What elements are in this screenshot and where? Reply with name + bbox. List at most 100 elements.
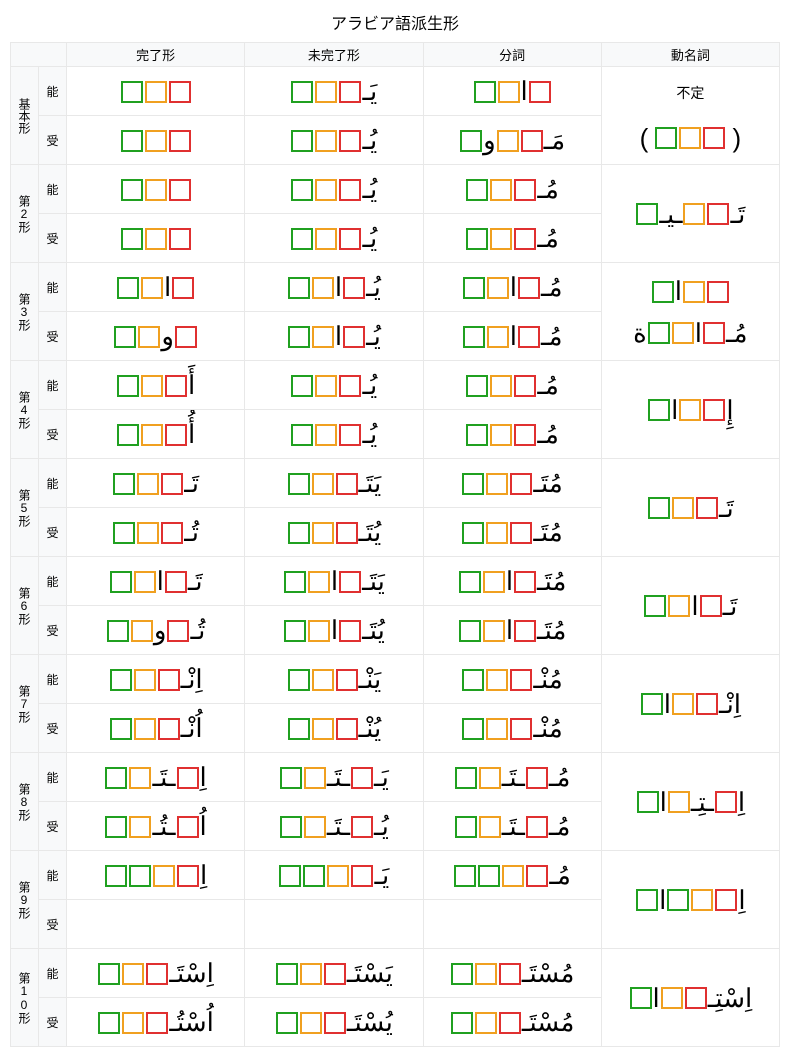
voice-passive: 受 xyxy=(39,704,67,753)
form-label: 第5形 xyxy=(11,459,39,557)
voice-active: 能 xyxy=(39,361,67,410)
masdar-cell: تَـا xyxy=(601,557,779,655)
masdar-cell: تَــيـ xyxy=(601,165,779,263)
form-label: 第8形 xyxy=(11,753,39,851)
pattern-cell: يَتَـا xyxy=(245,557,423,606)
pattern-cell: يَـ xyxy=(245,851,423,900)
pattern-cell: مُنْـ xyxy=(423,655,601,704)
pattern-cell: مُـ xyxy=(423,214,601,263)
pattern-cell: مُسْتَـ xyxy=(423,998,601,1047)
table-row: 第10形能اِسْتَـيَسْتَـمُسْتَـاِسْتِـا xyxy=(11,949,780,998)
masdar-cell: اِنْـا xyxy=(601,655,779,753)
voice-active: 能 xyxy=(39,949,67,998)
pattern-cell: اِـتَـ xyxy=(67,753,245,802)
pattern-cell: يُنْـ xyxy=(245,704,423,753)
masdar-cell: اِسْتِـا xyxy=(601,949,779,1047)
pattern-cell: يُـ xyxy=(245,116,423,165)
pattern-cell: يُـا xyxy=(245,312,423,361)
voice-passive: 受 xyxy=(39,802,67,851)
voice-passive: 受 xyxy=(39,116,67,165)
pattern-cell: مُـ xyxy=(423,361,601,410)
voice-passive: 受 xyxy=(39,606,67,655)
pattern-cell: تَـا xyxy=(67,557,245,606)
form-label: 第9形 xyxy=(11,851,39,949)
pattern-cell: مَـو xyxy=(423,116,601,165)
pattern-cell: مُسْتَـ xyxy=(423,949,601,998)
table-row: 第2形能يُـمُـتَــيـ xyxy=(11,165,780,214)
table-row: 第6形能تَـايَتَـامُتَـاتَـا xyxy=(11,557,780,606)
pattern-cell xyxy=(67,165,245,214)
pattern-cell: يَنْـ xyxy=(245,655,423,704)
page-title: アラビア語派生形 xyxy=(10,10,780,34)
table-row: 第5形能تَـيَتَـمُتَـتَـ xyxy=(11,459,780,508)
pattern-cell: يَـ xyxy=(245,67,423,116)
table-row: 第4形能أَيُـمُـإِا xyxy=(11,361,780,410)
pattern-cell: اُنْـ xyxy=(67,704,245,753)
voice-active: 能 xyxy=(39,851,67,900)
pattern-cell: مُــتَـ xyxy=(423,753,601,802)
conjugation-table: 完了形 未完了形 分詞 動名詞 基本形能يَـا不定( )受يُـمَـو第2形… xyxy=(10,42,780,1047)
pattern-cell: مُـا xyxy=(423,312,601,361)
form-label: 第3形 xyxy=(11,263,39,361)
col-imperfect: 未完了形 xyxy=(245,43,423,67)
voice-passive: 受 xyxy=(39,214,67,263)
pattern-cell: يُـ xyxy=(245,165,423,214)
masdar-cell: إِا xyxy=(601,361,779,459)
pattern-cell: مُنْـ xyxy=(423,704,601,753)
pattern-cell xyxy=(67,900,245,949)
voice-active: 能 xyxy=(39,263,67,312)
pattern-cell: مُتَـ xyxy=(423,459,601,508)
pattern-cell: أَ xyxy=(67,361,245,410)
masdar-cell: 不定( ) xyxy=(601,67,779,165)
pattern-cell: يُـ xyxy=(245,410,423,459)
pattern-cell: اِنْـ xyxy=(67,655,245,704)
pattern-cell xyxy=(245,900,423,949)
pattern-cell: يَــتَـ xyxy=(245,753,423,802)
pattern-cell: يُـ xyxy=(245,214,423,263)
voice-passive: 受 xyxy=(39,998,67,1047)
table-row: 第7形能اِنْـيَنْـمُنْـاِنْـا xyxy=(11,655,780,704)
pattern-cell: يُـ xyxy=(245,361,423,410)
pattern-cell xyxy=(67,67,245,116)
voice-passive: 受 xyxy=(39,508,67,557)
form-label: 第2形 xyxy=(11,165,39,263)
pattern-cell: تَـ xyxy=(67,459,245,508)
pattern-cell: ا xyxy=(423,67,601,116)
form-label: 基本形 xyxy=(11,67,39,165)
voice-active: 能 xyxy=(39,557,67,606)
pattern-cell: يُــتَـ xyxy=(245,802,423,851)
pattern-cell: ا xyxy=(67,263,245,312)
pattern-cell: اُسْتُـ xyxy=(67,998,245,1047)
pattern-cell: تُـو xyxy=(67,606,245,655)
pattern-cell xyxy=(67,214,245,263)
voice-passive: 受 xyxy=(39,900,67,949)
table-row: 第3形能ايُـامُـاامُـاة xyxy=(11,263,780,312)
pattern-cell: مُتَـا xyxy=(423,557,601,606)
pattern-cell: مُـا xyxy=(423,263,601,312)
pattern-cell: مُـ xyxy=(423,165,601,214)
form-label: 第4形 xyxy=(11,361,39,459)
voice-passive: 受 xyxy=(39,410,67,459)
pattern-cell: مُتَـ xyxy=(423,508,601,557)
voice-active: 能 xyxy=(39,165,67,214)
pattern-cell xyxy=(423,900,601,949)
pattern-cell: أُ xyxy=(67,410,245,459)
pattern-cell: يَسْتَـ xyxy=(245,949,423,998)
masdar-cell: امُـاة xyxy=(601,263,779,361)
pattern-cell: يُتَـ xyxy=(245,508,423,557)
col-masdar: 動名詞 xyxy=(601,43,779,67)
pattern-cell: يُـا xyxy=(245,263,423,312)
voice-active: 能 xyxy=(39,753,67,802)
masdar-cell: اِا xyxy=(601,851,779,949)
pattern-cell: مُـ xyxy=(423,851,601,900)
form-label: 第10形 xyxy=(11,949,39,1047)
pattern-cell: يُسْتَـ xyxy=(245,998,423,1047)
masdar-cell: اِـتِـا xyxy=(601,753,779,851)
pattern-cell: و xyxy=(67,312,245,361)
pattern-cell: مُـ xyxy=(423,410,601,459)
pattern-cell: اُـتُـ xyxy=(67,802,245,851)
table-row: 第9形能اِيَـمُـاِا xyxy=(11,851,780,900)
voice-active: 能 xyxy=(39,67,67,116)
pattern-cell: اِسْتَـ xyxy=(67,949,245,998)
table-row: 基本形能يَـا不定( ) xyxy=(11,67,780,116)
